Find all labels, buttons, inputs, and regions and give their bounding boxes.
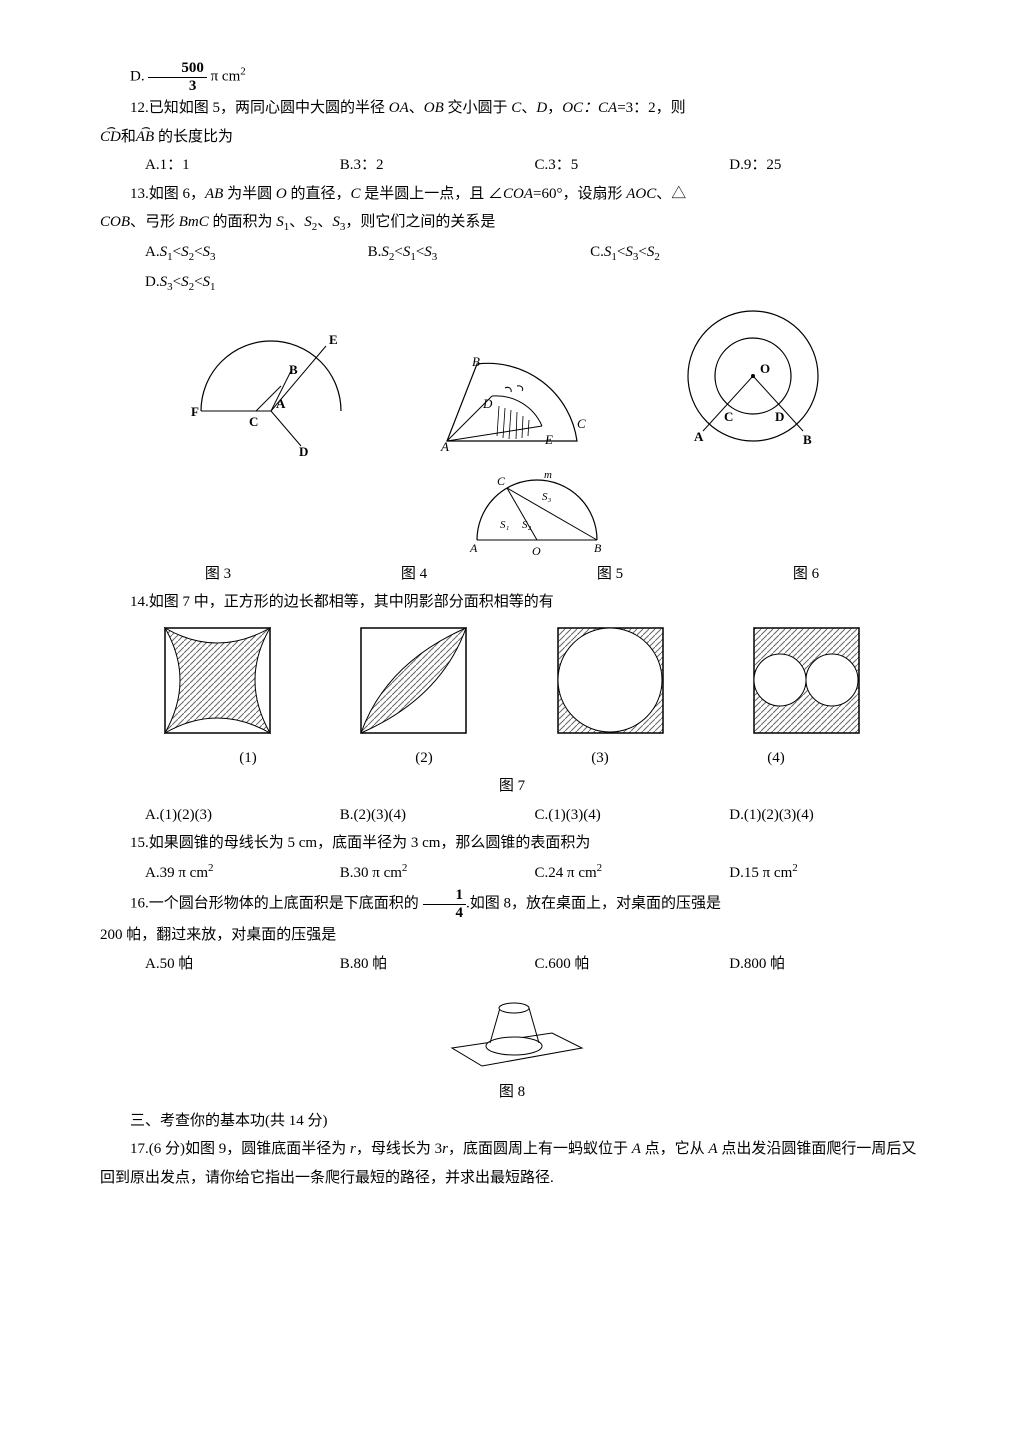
svg-text:O: O: [760, 361, 770, 376]
q14-fig3: [553, 623, 668, 738]
q14-caption: 图 7: [100, 772, 924, 801]
q14-fig2: [356, 623, 471, 738]
q15-c[interactable]: C.24 π cm2: [535, 858, 730, 888]
q12-d[interactable]: D.9：25: [729, 151, 924, 180]
cap3: 图 3: [120, 560, 316, 589]
svg-text:B: B: [803, 432, 812, 447]
q14-l1: (1): [160, 744, 336, 773]
q11d-fraction: 500 3: [148, 60, 207, 94]
svg-text:S₁: S₁: [500, 519, 510, 531]
svg-text:O: O: [532, 544, 541, 558]
fig8: 图 8: [100, 978, 924, 1107]
q13-a[interactable]: A.S1<S2<S3: [145, 238, 368, 268]
section3-heading: 三、考查你的基本功(共 14 分): [100, 1107, 924, 1136]
q14-fig1: [160, 623, 275, 738]
fig8-caption: 图 8: [100, 1078, 924, 1107]
svg-text:A: A: [440, 439, 449, 454]
q12-b[interactable]: B.3：2: [340, 151, 535, 180]
svg-text:S₂: S₂: [522, 519, 532, 531]
svg-text:S₃: S₃: [542, 491, 552, 503]
svg-text:B: B: [289, 362, 298, 377]
svg-text:B: B: [594, 541, 602, 555]
svg-text:E: E: [329, 332, 338, 347]
q13-b[interactable]: B.S2<S1<S3: [368, 238, 591, 268]
svg-text:A: A: [469, 541, 478, 555]
q15-options: A.39 π cm2 B.30 π cm2 C.24 π cm2 D.15 π …: [100, 858, 924, 888]
q15-b[interactable]: B.30 π cm2: [340, 858, 535, 888]
arc-ab: AB: [136, 123, 154, 152]
fig5: O A B C D: [643, 306, 864, 456]
svg-text:C: C: [724, 409, 733, 424]
q12-stem2: CD和AB 的长度比为: [100, 123, 924, 152]
svg-text:B: B: [472, 354, 480, 369]
fig6: A B C O m S₁ S₂ S₃: [160, 460, 924, 560]
svg-text:E: E: [544, 432, 553, 447]
q14-options: A.(1)(2)(3) B.(2)(3)(4) C.(1)(3)(4) D.(1…: [100, 801, 924, 830]
svg-text:D: D: [299, 444, 308, 456]
q14-b[interactable]: B.(2)(3)(4): [340, 801, 535, 830]
q14-a[interactable]: A.(1)(2)(3): [145, 801, 340, 830]
q14-l3: (3): [512, 744, 688, 773]
svg-text:m: m: [544, 469, 552, 481]
q17-stem: 17.(6 分)如图 9，圆锥底面半径为 r，母线长为 3r，底面圆周上有一蚂蚁…: [100, 1135, 924, 1192]
q11-option-d: D. 500 3 π cm2: [100, 60, 924, 94]
svg-text:A: A: [694, 429, 704, 444]
fig4: A B C D E: [401, 336, 622, 456]
q16-a[interactable]: A.50 帕: [145, 950, 340, 979]
q11d-exp: 2: [240, 65, 246, 77]
q12-stem: 12.已知如图 5，两同心圆中大圆的半径 OA、OB 交小圆于 C、D，OC：C…: [100, 94, 924, 123]
q14-l2: (2): [336, 744, 512, 773]
svg-text:C: C: [577, 416, 586, 431]
q16-b[interactable]: B.80 帕: [340, 950, 535, 979]
figure-row-1: E B F C A D A B C D E O A B C D: [160, 306, 864, 456]
cap5: 图 5: [512, 560, 708, 589]
q15-d[interactable]: D.15 π cm2: [729, 858, 924, 888]
q12-a[interactable]: A.1：1: [145, 151, 340, 180]
figure-captions: 图 3 图 4 图 5 图 6: [100, 560, 924, 589]
q16-options: A.50 帕 B.80 帕 C.600 帕 D.800 帕: [100, 950, 924, 979]
svg-text:F: F: [191, 404, 199, 419]
q14-fig4: [749, 623, 864, 738]
q14-stem: 14.如图 7 中，正方形的边长都相等，其中阴影部分面积相等的有: [100, 588, 924, 617]
svg-text:D: D: [775, 409, 784, 424]
svg-text:D: D: [482, 396, 493, 411]
q14-labels: (1) (2) (3) (4): [160, 744, 864, 773]
q13-stem2: COB、弓形 BmC 的面积为 S1、S2、S3，则它们之间的关系是: [100, 208, 924, 238]
svg-text:C: C: [497, 474, 506, 488]
svg-text:A: A: [276, 396, 286, 411]
q16-d[interactable]: D.800 帕: [729, 950, 924, 979]
q12-options: A.1：1 B.3：2 C.3：5 D.9：25: [100, 151, 924, 180]
q11d-unit: π cm: [207, 68, 240, 84]
q14-l4: (4): [688, 744, 864, 773]
q13-c[interactable]: C.S1<S3<S2: [590, 238, 924, 268]
q12-c[interactable]: C.3：5: [535, 151, 730, 180]
q11d-prefix: D.: [130, 68, 145, 84]
cap6: 图 6: [708, 560, 904, 589]
q15-a[interactable]: A.39 π cm2: [145, 858, 340, 888]
arc-cd: CD: [100, 123, 121, 152]
q16-stem: 16.一个圆台形物体的上底面积是下底面积的 14.如图 8，放在桌面上，对桌面的…: [100, 887, 924, 921]
q13-stem: 13.如图 6，AB 为半圆 O 的直径，C 是半圆上一点，且 ∠COA=60°…: [100, 180, 924, 209]
q15-stem: 15.如果圆锥的母线长为 5 cm，底面半径为 3 cm，那么圆锥的表面积为: [100, 829, 924, 858]
q14-d[interactable]: D.(1)(2)(3)(4): [729, 801, 924, 830]
q13-options: A.S1<S2<S3 B.S2<S1<S3 C.S1<S3<S2: [100, 238, 924, 268]
svg-text:C: C: [249, 414, 258, 429]
q14-figures: [160, 623, 864, 738]
q14-c[interactable]: C.(1)(3)(4): [535, 801, 730, 830]
q13-d[interactable]: D.S3<S2<S1: [100, 268, 924, 298]
q16-stem2: 200 帕，翻过来放，对桌面的压强是: [100, 921, 924, 950]
q16-c[interactable]: C.600 帕: [535, 950, 730, 979]
cap4: 图 4: [316, 560, 512, 589]
fig3: E B F C A D: [160, 316, 381, 456]
